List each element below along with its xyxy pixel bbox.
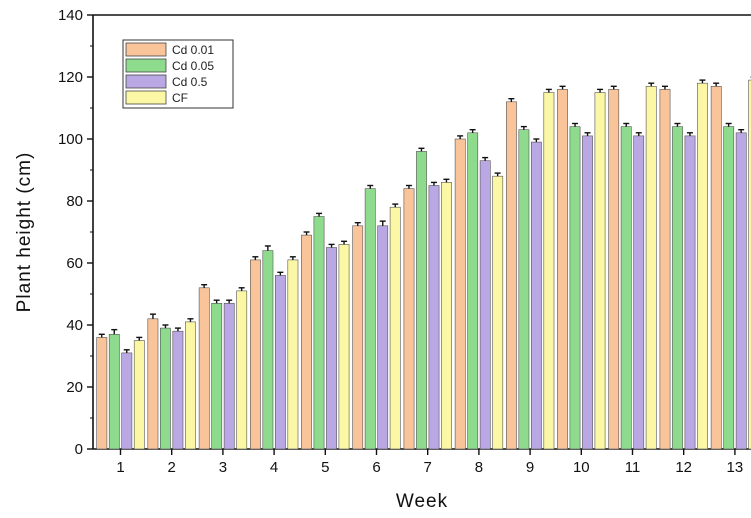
x-tick-label: 6 bbox=[372, 459, 380, 476]
y-tick-label: 100 bbox=[58, 131, 83, 148]
bar-cd-0.05-week-9 bbox=[518, 129, 530, 450]
bar-cf-week-9 bbox=[543, 92, 555, 450]
bar-cd-0.5-week-13 bbox=[735, 132, 747, 450]
x-tick-label: 1 bbox=[116, 459, 124, 476]
bar-cd-0.01-week-1 bbox=[96, 337, 108, 450]
bars-group bbox=[96, 76, 751, 450]
x-tick-label: 7 bbox=[424, 459, 432, 476]
y-axis: 0 20 40 60 80 100 120 140 bbox=[58, 7, 93, 458]
bar-cd-0.5-week-10 bbox=[582, 135, 593, 450]
bar-cd-0.05-week-5 bbox=[313, 216, 325, 450]
bar-cf-week-13 bbox=[748, 79, 751, 450]
bar-cd-0.01-week-10 bbox=[557, 89, 568, 450]
bar-cd-0.05-week-10 bbox=[569, 126, 581, 450]
bar-cd-0.01-week-13 bbox=[710, 86, 722, 450]
legend-label: CF bbox=[172, 91, 188, 105]
bar-cf-week-8 bbox=[492, 175, 504, 450]
bar-cf-week-10 bbox=[594, 92, 606, 450]
bar-cd-0.05-week-12 bbox=[672, 126, 683, 450]
bar-cd-0.5-week-2 bbox=[172, 330, 184, 450]
x-tick-label: 2 bbox=[168, 459, 176, 476]
x-tick-label: 12 bbox=[675, 459, 692, 476]
y-tick-label: 140 bbox=[58, 7, 83, 24]
bar-cd-0.01-week-2 bbox=[147, 318, 159, 450]
x-tick-label: 8 bbox=[475, 459, 483, 476]
bar-cd-0.05-week-6 bbox=[364, 188, 376, 450]
bar-cd-0.5-week-5 bbox=[326, 247, 337, 450]
bar-cd-0.05-week-7 bbox=[416, 151, 427, 450]
y-tick-label: 80 bbox=[66, 193, 83, 210]
bar-cd-0.05-week-8 bbox=[467, 132, 479, 450]
bar-cd-0.01-week-9 bbox=[505, 101, 517, 450]
x-tick-label: 5 bbox=[321, 459, 329, 476]
bar-cd-0.01-week-4 bbox=[250, 259, 261, 450]
bar-cd-0.01-week-11 bbox=[608, 89, 620, 450]
y-tick-label: 20 bbox=[66, 379, 83, 396]
x-tick-label: 11 bbox=[625, 459, 641, 476]
bar-cf-week-11 bbox=[645, 86, 657, 450]
bar-cf-week-2 bbox=[185, 321, 196, 450]
bar-cd-0.5-week-11 bbox=[633, 135, 645, 450]
x-tick-label: 9 bbox=[526, 459, 534, 476]
x-axis: 1 2 3 4 5 6 7 8 9 10 11 12 13 bbox=[116, 449, 743, 476]
bar-cd-0.01-week-5 bbox=[301, 234, 312, 450]
bar-cd-0.5-week-4 bbox=[274, 275, 286, 450]
bar-cd-0.05-week-2 bbox=[160, 327, 171, 450]
bar-cd-0.01-week-8 bbox=[454, 138, 466, 450]
y-tick-label: 40 bbox=[66, 317, 83, 334]
y-tick-label: 120 bbox=[58, 69, 83, 86]
bar-cd-0.01-week-7 bbox=[403, 188, 415, 450]
legend: Cd 0.01 Cd 0.05 Cd 0.5 CF bbox=[122, 39, 234, 109]
legend-swatch bbox=[125, 74, 167, 89]
bar-cf-week-4 bbox=[287, 259, 299, 450]
bar-cd-0.5-week-8 bbox=[479, 160, 491, 450]
x-tick-label: 10 bbox=[573, 459, 590, 476]
bar-cd-0.01-week-3 bbox=[198, 287, 210, 450]
bar-cd-0.01-week-12 bbox=[659, 89, 671, 450]
y-tick-label: 0 bbox=[75, 441, 83, 458]
bar-cd-0.5-week-6 bbox=[377, 225, 389, 450]
x-tick-label: 13 bbox=[727, 459, 744, 476]
x-axis-title: Week bbox=[396, 491, 448, 512]
legend-label: Cd 0.5 bbox=[172, 75, 208, 89]
legend-swatch bbox=[125, 58, 167, 73]
legend-swatch bbox=[125, 42, 167, 57]
bar-cd-0.01-week-6 bbox=[352, 225, 364, 450]
legend-label: Cd 0.01 bbox=[172, 43, 214, 57]
bar-cd-0.05-week-1 bbox=[108, 333, 120, 450]
x-tick-label: 4 bbox=[270, 459, 278, 476]
bar-cf-week-6 bbox=[389, 206, 401, 450]
bar-cd-0.5-week-3 bbox=[223, 302, 235, 450]
bar-cd-0.05-week-11 bbox=[620, 126, 632, 450]
bar-cf-week-7 bbox=[441, 182, 452, 450]
bar-cd-0.05-week-13 bbox=[723, 126, 735, 450]
legend-label: Cd 0.05 bbox=[172, 59, 214, 73]
y-axis-title: Plant height (cm) bbox=[14, 152, 35, 313]
bar-cf-week-1 bbox=[133, 340, 145, 450]
bar-cd-0.05-week-4 bbox=[262, 250, 274, 450]
bar-cd-0.5-week-1 bbox=[121, 352, 133, 450]
bar-cd-0.5-week-7 bbox=[428, 185, 440, 450]
bar-cf-week-12 bbox=[697, 82, 708, 450]
bar-cf-week-5 bbox=[338, 244, 350, 450]
x-tick-label: 3 bbox=[219, 459, 227, 476]
bar-cd-0.05-week-3 bbox=[211, 302, 223, 450]
bar-cf-week-3 bbox=[236, 290, 248, 450]
legend-swatch bbox=[125, 90, 167, 105]
bar-cd-0.5-week-12 bbox=[684, 135, 696, 450]
y-tick-label: 60 bbox=[66, 255, 83, 272]
bar-cd-0.5-week-9 bbox=[530, 141, 542, 450]
